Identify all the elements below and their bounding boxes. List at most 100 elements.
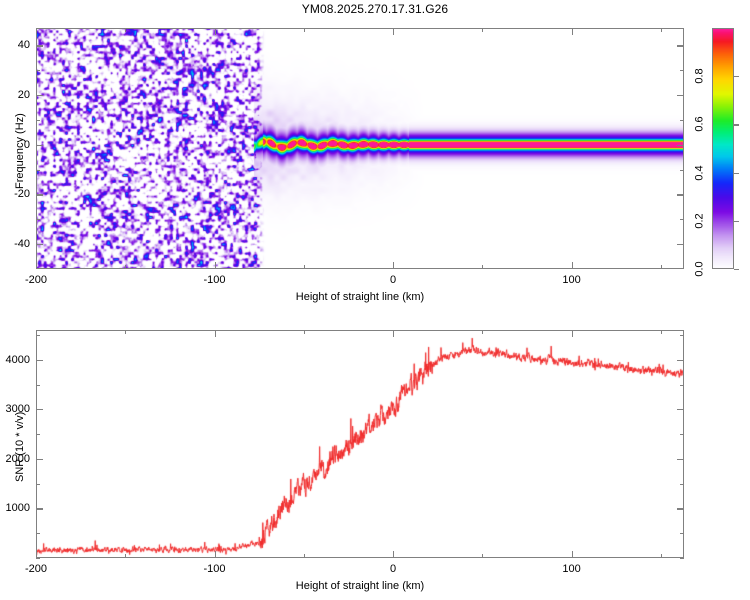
axis-tick xyxy=(680,70,684,72)
spectrogram-image xyxy=(36,28,684,269)
y-tick-label: 4000 xyxy=(5,353,30,366)
axis-tick xyxy=(680,558,684,560)
axis-tick xyxy=(734,124,739,126)
axis-tick xyxy=(303,28,305,32)
spectrogram-x-axis-title: Height of straight line (km) xyxy=(295,291,425,303)
axis-tick xyxy=(482,265,484,269)
axis-tick xyxy=(680,533,684,535)
axis-tick xyxy=(680,219,684,221)
x-tick-label: -200 xyxy=(24,563,48,575)
figure-title: YM08.2025.270.17.31.G26 xyxy=(301,2,449,16)
axis-tick xyxy=(680,169,684,171)
y-tick-label: 2000 xyxy=(5,452,30,465)
axis-tick xyxy=(660,28,662,32)
x-tick-label: -100 xyxy=(203,274,226,286)
spectrogram-y-axis-title: Frequency (Hz) xyxy=(14,112,26,189)
x-tick-label: -200 xyxy=(24,274,48,286)
axis-tick xyxy=(393,262,395,269)
axis-tick xyxy=(571,330,573,337)
axis-tick xyxy=(660,265,662,269)
snr-y-axis-title: SNR (10 * v/v) xyxy=(14,411,26,482)
axis-tick xyxy=(125,554,127,558)
axis-tick xyxy=(36,28,38,35)
colorbar-image xyxy=(713,29,733,268)
axis-tick xyxy=(36,458,43,461)
axis-tick xyxy=(482,330,484,334)
axis-tick xyxy=(36,384,40,386)
axis-tick xyxy=(734,76,739,78)
axis-tick xyxy=(677,458,684,461)
axis-tick xyxy=(303,265,305,269)
colorbar-tick-label: 0.0 xyxy=(693,261,706,277)
axis-tick xyxy=(36,409,43,411)
colorbar-tick-label: 0.2 xyxy=(693,213,706,229)
axis-tick xyxy=(36,334,40,337)
axis-tick xyxy=(660,554,662,558)
axis-tick xyxy=(571,551,573,558)
axis-tick xyxy=(36,558,40,560)
axis-tick xyxy=(680,384,684,386)
axis-tick xyxy=(677,194,684,196)
axis-tick xyxy=(734,269,739,271)
axis-tick xyxy=(393,330,395,337)
axis-tick xyxy=(36,45,43,47)
snr-frame xyxy=(36,330,684,558)
axis-tick xyxy=(214,330,216,337)
x-tick-label: 0 xyxy=(389,563,397,575)
colorbar-tick-label: 0.4 xyxy=(693,164,706,181)
axis-tick xyxy=(36,244,43,246)
y-tick-label: 0 xyxy=(23,138,30,151)
x-tick-label: 100 xyxy=(562,274,581,286)
axis-tick xyxy=(677,144,684,146)
axis-tick xyxy=(36,169,40,171)
axis-tick xyxy=(36,551,38,558)
axis-tick xyxy=(36,262,38,269)
axis-tick xyxy=(660,330,662,334)
axis-tick xyxy=(36,119,40,122)
axis-tick xyxy=(214,551,216,558)
axis-tick xyxy=(482,554,484,558)
axis-tick xyxy=(214,28,216,35)
x-tick-label: 100 xyxy=(562,563,581,575)
axis-tick xyxy=(36,508,43,510)
axis-tick xyxy=(36,70,40,72)
snr-plot-area xyxy=(36,330,684,558)
axis-tick xyxy=(680,434,684,436)
axis-tick xyxy=(393,28,395,35)
axis-tick xyxy=(680,119,684,122)
axis-tick xyxy=(680,334,684,337)
axis-tick xyxy=(36,359,43,361)
axis-tick xyxy=(734,172,739,174)
colorbar-tick-label: 0.6 xyxy=(693,116,706,133)
axis-tick xyxy=(571,262,573,269)
axis-tick xyxy=(303,330,305,334)
y-tick-label: 40 xyxy=(17,39,30,52)
axis-tick xyxy=(680,483,684,485)
axis-tick xyxy=(677,409,684,411)
y-tick-label: -20 xyxy=(14,188,30,201)
y-tick-label: 3000 xyxy=(5,403,30,416)
axis-tick xyxy=(36,95,43,97)
axis-tick xyxy=(36,533,40,535)
axis-tick xyxy=(36,219,40,221)
colorbar-gradient xyxy=(712,28,734,269)
spectrogram-frame xyxy=(36,28,684,269)
x-tick-label: -100 xyxy=(203,563,226,575)
axis-tick xyxy=(36,194,43,196)
axis-tick xyxy=(36,144,43,146)
axis-tick xyxy=(125,28,127,32)
colorbar-tick-label: 0.8 xyxy=(693,68,706,84)
axis-tick xyxy=(482,28,484,32)
axis-tick xyxy=(36,434,40,436)
axis-tick xyxy=(303,554,305,558)
y-tick-label: 20 xyxy=(17,89,30,102)
y-tick-label: 1000 xyxy=(5,502,30,515)
axis-tick xyxy=(125,265,127,269)
axis-tick xyxy=(734,220,739,222)
snr-x-axis-title: Height of straight line (km) xyxy=(295,580,425,592)
axis-tick xyxy=(125,330,127,334)
axis-tick xyxy=(571,28,573,35)
axis-tick xyxy=(677,359,684,361)
spectrogram-plot-area xyxy=(36,28,684,269)
